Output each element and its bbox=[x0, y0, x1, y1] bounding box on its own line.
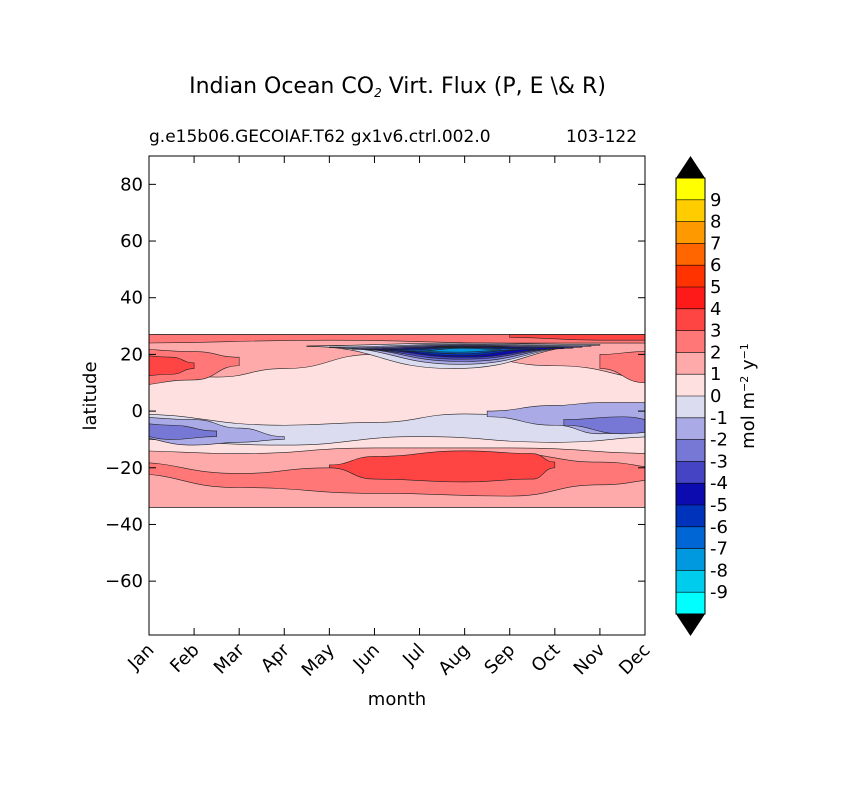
colorbar-tick-label-9: 0 bbox=[710, 386, 721, 407]
colorbar-swatch-15 bbox=[676, 505, 705, 527]
contour-field bbox=[149, 334, 645, 508]
title-subscript: 2 bbox=[374, 86, 382, 100]
colorbar-tick-label-2: 7 bbox=[710, 233, 721, 254]
colorbar-tick-label-18: -9 bbox=[710, 582, 728, 603]
colorbar-swatch-7 bbox=[676, 330, 705, 353]
y-tick-label-0: 0 bbox=[132, 401, 143, 422]
colorbar-tick-label-6: 3 bbox=[710, 321, 721, 342]
y-tick-label-80: 80 bbox=[120, 174, 143, 195]
subtitle-case: g.e15b06.GECOIAF.T62 gx1v6.ctrl.002.0 bbox=[149, 127, 491, 147]
y-tick-label--40: −40 bbox=[105, 514, 143, 535]
chart-title: Indian Ocean CO2 Virt. Flux (P, E \& R) bbox=[0, 74, 795, 100]
plot-area: Jan Feb Mar Apr May Jun Jul Aug Sep Oct Nov Dec 806… bbox=[80, 155, 655, 710]
colorbar-swatch-18 bbox=[676, 570, 705, 593]
colorbar-tick-label-4: 5 bbox=[710, 277, 721, 298]
colorbar-swatch-1 bbox=[676, 199, 705, 222]
colorbar-swatch-8 bbox=[676, 352, 705, 375]
colorbar-swatch-19 bbox=[676, 592, 705, 614]
y-tick-label--60: −60 bbox=[105, 571, 143, 592]
y-axis: 80 60 40 20 0 −20 −40 −60 bbox=[105, 174, 645, 592]
contour-eq-3b bbox=[563, 416, 645, 435]
colorbar-tick-label-0: 9 bbox=[710, 190, 721, 211]
colorbar-tick-label-12: -3 bbox=[710, 451, 728, 472]
colorbar-swatch-4 bbox=[676, 265, 705, 287]
colorbar-tick-label-14: -5 bbox=[710, 495, 728, 516]
colorbar-swatch-9 bbox=[676, 374, 705, 396]
contour-north-3 bbox=[149, 355, 195, 376]
colorbar-swatch-13 bbox=[676, 461, 705, 484]
contour-south-3 bbox=[329, 450, 556, 483]
colorbar-swatch-2 bbox=[676, 221, 705, 244]
title-main: Indian Ocean CO bbox=[189, 74, 375, 99]
colorbar-tick-label-10: -1 bbox=[710, 408, 728, 429]
colorbar-swatch-6 bbox=[676, 308, 705, 331]
colorbar-tick-label-11: -2 bbox=[710, 430, 728, 451]
colorbar-extend-bottom bbox=[676, 614, 705, 636]
contour-top-3 bbox=[509, 334, 645, 341]
contour-north-neg-8 bbox=[419, 347, 502, 353]
colorbar-swatch-10 bbox=[676, 396, 705, 418]
contour-eq-3a bbox=[149, 423, 217, 440]
colorbar-swatch-3 bbox=[676, 243, 705, 266]
colorbar-tick-label-17: -8 bbox=[710, 560, 728, 581]
y-tick-label--20: −20 bbox=[105, 458, 143, 479]
y-axis-label: latitude bbox=[80, 361, 101, 430]
y-tick-label-60: 60 bbox=[120, 231, 143, 252]
colorbar-extend-top bbox=[676, 156, 705, 178]
colorbar-tick-label-5: 4 bbox=[710, 299, 721, 320]
colorbar-swatch-17 bbox=[676, 548, 705, 571]
colorbar-tick-label-1: 8 bbox=[710, 212, 721, 233]
colorbar-swatch-16 bbox=[676, 526, 705, 549]
colorbar-tick-label-3: 6 bbox=[710, 255, 721, 276]
colorbar-swatch-11 bbox=[676, 417, 705, 440]
colorbar-tick-label-8: 1 bbox=[710, 364, 721, 385]
colorbar-tick-label-7: 2 bbox=[710, 342, 721, 363]
plot-frame bbox=[148, 155, 646, 636]
colorbar-swatch-5 bbox=[676, 287, 705, 309]
colorbar-swatch-14 bbox=[676, 483, 705, 505]
colorbar-tick-label-15: -6 bbox=[710, 517, 728, 538]
x-axis-label: month bbox=[368, 689, 426, 710]
colorbar-swatch-12 bbox=[676, 439, 705, 462]
subtitle-years: 103-122 bbox=[566, 127, 638, 147]
colorbar-label: mol m−2 y−1 bbox=[738, 343, 760, 449]
colorbar-frame bbox=[675, 177, 706, 615]
colorbar-tick-label-13: -4 bbox=[710, 473, 728, 494]
y-tick-label-20: 20 bbox=[120, 344, 143, 365]
colorbar-swatch-0 bbox=[676, 178, 705, 200]
y-tick-label-40: 40 bbox=[120, 288, 143, 309]
colorbar-tick-label-16: -7 bbox=[710, 539, 728, 560]
contour-north-2b bbox=[599, 351, 645, 384]
title-rest: Virt. Flux (P, E \& R) bbox=[381, 74, 606, 99]
